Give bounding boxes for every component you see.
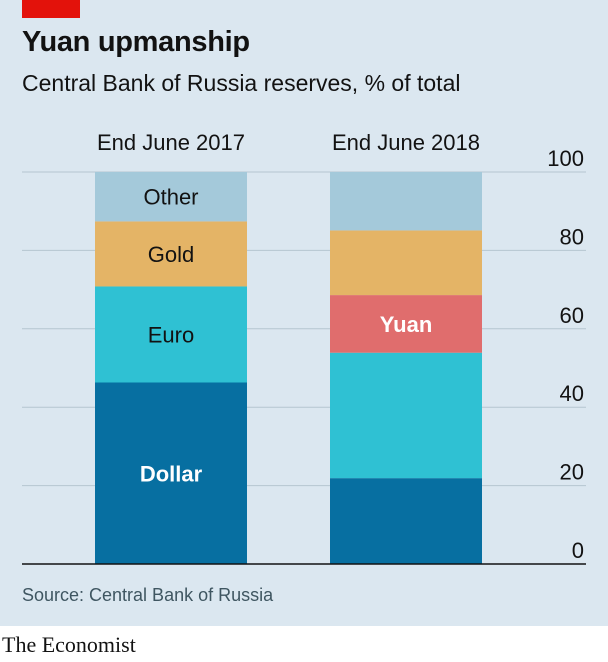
y-tick-label-100: 100 xyxy=(547,146,584,171)
segment-label-euro: Euro xyxy=(148,322,194,347)
y-tick-label-40: 40 xyxy=(560,381,584,406)
economist-wordmark: The Economist xyxy=(2,632,136,657)
chart-title: Yuan upmanship xyxy=(22,26,250,58)
segment-label-yuan: Yuan xyxy=(380,312,433,337)
bar-euro-2 xyxy=(330,352,482,479)
source-note: Source: Central Bank of Russia xyxy=(22,585,274,605)
segment-label-other: Other xyxy=(143,185,198,210)
bar-other-1 xyxy=(95,172,247,222)
segment-label-gold: Gold xyxy=(148,242,194,267)
y-tick-label-0: 0 xyxy=(572,538,584,563)
y-tick-label-60: 60 xyxy=(560,303,584,328)
chart-subtitle: Central Bank of Russia reserves, % of to… xyxy=(22,70,461,96)
bar-euro-1 xyxy=(95,286,247,383)
chart-figure: Yuan upmanship Central Bank of Russia re… xyxy=(0,0,608,626)
category-label-2: End June 2018 xyxy=(332,130,480,155)
segment-label-dollar: Dollar xyxy=(140,461,203,486)
bar-other-2 xyxy=(330,172,482,231)
brand-red-tag xyxy=(22,0,80,18)
stacked-bar-chart: Dollar Euro Gold Other End June 2017 Yuan End … xyxy=(22,130,586,565)
y-tick-label-20: 20 xyxy=(560,460,584,485)
category-label-1: End June 2017 xyxy=(97,130,245,155)
y-tick-label-80: 80 xyxy=(560,224,584,249)
bar-gold-2 xyxy=(330,230,482,296)
bar-dollar-2 xyxy=(330,478,482,564)
bar-yuan-2 xyxy=(330,295,482,353)
bar-dollar-1 xyxy=(95,382,247,564)
bar-gold-1 xyxy=(95,221,247,287)
